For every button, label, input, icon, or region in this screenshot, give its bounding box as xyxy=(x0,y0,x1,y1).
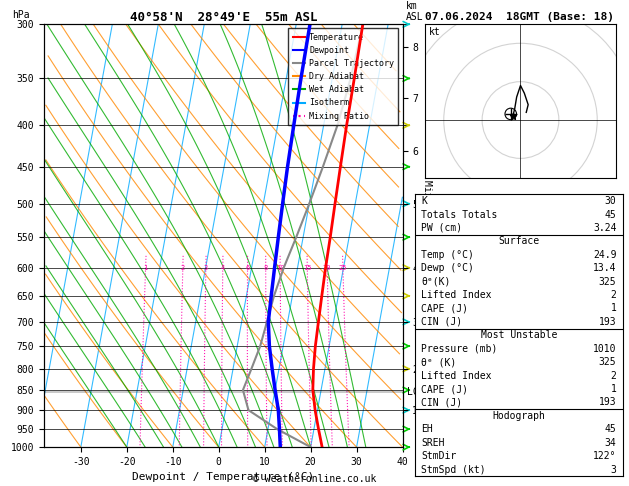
Text: Lifted Index: Lifted Index xyxy=(421,371,492,381)
Text: 8: 8 xyxy=(264,265,268,271)
Text: 24.9: 24.9 xyxy=(593,250,616,260)
Text: 30: 30 xyxy=(604,196,616,206)
Text: 325: 325 xyxy=(599,357,616,367)
Text: Temp (°C): Temp (°C) xyxy=(421,250,474,260)
Text: Most Unstable: Most Unstable xyxy=(481,330,557,340)
Text: Hodograph: Hodograph xyxy=(493,411,545,421)
Text: 13.4: 13.4 xyxy=(593,263,616,273)
Text: 1: 1 xyxy=(143,265,148,271)
Text: 122°: 122° xyxy=(593,451,616,461)
Text: 6: 6 xyxy=(245,265,250,271)
Text: 325: 325 xyxy=(599,277,616,287)
Text: CIN (J): CIN (J) xyxy=(421,398,462,407)
Text: LCL: LCL xyxy=(407,387,425,397)
Text: θᵉ (K): θᵉ (K) xyxy=(421,357,457,367)
Title: 40°58'N  28°49'E  55m ASL: 40°58'N 28°49'E 55m ASL xyxy=(130,11,317,24)
Y-axis label: Mixing Ratio (g/kg): Mixing Ratio (g/kg) xyxy=(422,180,432,292)
Text: SREH: SREH xyxy=(421,438,445,448)
Text: kt: kt xyxy=(428,27,440,37)
Text: km
ASL: km ASL xyxy=(406,0,424,22)
Text: 4: 4 xyxy=(221,265,225,271)
Text: θᵉ(K): θᵉ(K) xyxy=(421,277,451,287)
Text: Pressure (mb): Pressure (mb) xyxy=(421,344,498,354)
Text: CAPE (J): CAPE (J) xyxy=(421,384,469,394)
Text: StmSpd (kt): StmSpd (kt) xyxy=(421,465,486,474)
Text: 3: 3 xyxy=(204,265,208,271)
Text: 07.06.2024  18GMT (Base: 18): 07.06.2024 18GMT (Base: 18) xyxy=(425,12,613,22)
Text: 45: 45 xyxy=(604,424,616,434)
Text: hPa: hPa xyxy=(12,10,30,20)
Text: Surface: Surface xyxy=(498,236,540,246)
Text: © weatheronline.co.uk: © weatheronline.co.uk xyxy=(253,473,376,484)
Text: 45: 45 xyxy=(604,209,616,220)
Text: 10: 10 xyxy=(276,265,284,271)
Text: 3.24: 3.24 xyxy=(593,223,616,233)
Text: 1: 1 xyxy=(611,384,616,394)
Text: 34: 34 xyxy=(604,438,616,448)
Text: EH: EH xyxy=(421,424,433,434)
Text: 15: 15 xyxy=(303,265,311,271)
Text: 20: 20 xyxy=(323,265,331,271)
Text: 2: 2 xyxy=(181,265,185,271)
Text: PW (cm): PW (cm) xyxy=(421,223,462,233)
X-axis label: Dewpoint / Temperature (°C): Dewpoint / Temperature (°C) xyxy=(132,472,314,483)
Legend: Temperature, Dewpoint, Parcel Trajectory, Dry Adiabat, Wet Adiabat, Isotherm, Mi: Temperature, Dewpoint, Parcel Trajectory… xyxy=(288,29,398,125)
Text: StmDir: StmDir xyxy=(421,451,457,461)
Text: CAPE (J): CAPE (J) xyxy=(421,303,469,313)
Text: K: K xyxy=(421,196,427,206)
Text: 25: 25 xyxy=(338,265,347,271)
Text: Totals Totals: Totals Totals xyxy=(421,209,498,220)
Text: 193: 193 xyxy=(599,317,616,327)
Text: 1: 1 xyxy=(611,303,616,313)
Text: CIN (J): CIN (J) xyxy=(421,317,462,327)
Text: Dewp (°C): Dewp (°C) xyxy=(421,263,474,273)
Text: 1010: 1010 xyxy=(593,344,616,354)
Text: 193: 193 xyxy=(599,398,616,407)
Text: 2: 2 xyxy=(611,371,616,381)
Text: 2: 2 xyxy=(611,290,616,300)
Text: 3: 3 xyxy=(611,465,616,474)
Text: Lifted Index: Lifted Index xyxy=(421,290,492,300)
